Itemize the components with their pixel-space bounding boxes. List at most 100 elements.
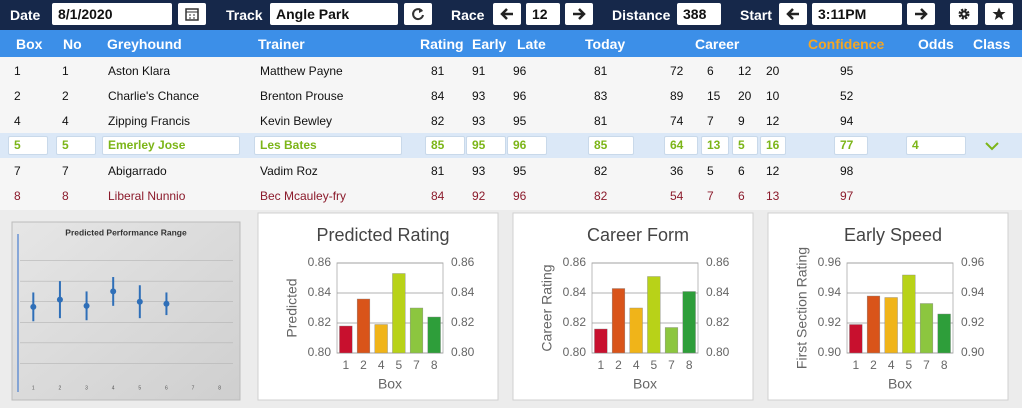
label: Date [10, 7, 41, 23]
refresh-button[interactable] [404, 3, 432, 25]
cell: 84 [431, 189, 445, 203]
cell: 95 [513, 114, 527, 128]
cell: 1 [62, 64, 69, 78]
cell-input[interactable]: 5 [8, 136, 48, 155]
x-tick-label: 8 [431, 358, 438, 372]
bar [866, 295, 881, 354]
cell: 7 [707, 189, 714, 203]
race-input[interactable]: 12 [526, 3, 560, 25]
cell: 81 [431, 164, 445, 178]
cell: 7 [707, 114, 714, 128]
x-tick-label: 1 [32, 385, 35, 391]
cell-input[interactable]: 4 [906, 136, 966, 155]
bar [629, 307, 643, 354]
y-axis-label: Career Rating [539, 264, 555, 351]
y2-tick-label: 0.80 [706, 345, 730, 359]
bar [884, 297, 898, 354]
x-tick-label: 8 [941, 358, 948, 372]
cell: 83 [594, 89, 608, 103]
y-axis-label: First Section Rating [794, 247, 810, 369]
cell: 54 [670, 189, 684, 203]
cell: 93 [472, 114, 486, 128]
bar [937, 313, 951, 354]
cell-input[interactable]: 96 [507, 136, 547, 155]
track-input[interactable]: Angle Park [270, 3, 398, 25]
x-tick-label: 4 [378, 358, 385, 372]
x-tick-label: 3 [85, 385, 88, 391]
cell-input[interactable]: 5 [732, 136, 758, 155]
cell: 82 [594, 164, 608, 178]
x-tick-label: 5 [138, 385, 141, 391]
bar [409, 307, 424, 354]
x-axis-label: Box [378, 376, 402, 392]
cell-input[interactable]: 16 [760, 136, 786, 155]
cell: 15 [707, 89, 721, 103]
toolbar: Date 8/1/2020 Track Angle Park Race 12 D… [0, 0, 1022, 30]
cell: 6 [738, 189, 745, 203]
chart-title: Predicted Rating [316, 225, 449, 245]
column-header: Rating [420, 36, 464, 52]
start-input[interactable]: 3:11PM [812, 3, 902, 25]
prev-race-button[interactable] [493, 3, 521, 25]
class-dropdown[interactable] [984, 141, 1000, 151]
point [30, 303, 37, 310]
bar [919, 303, 934, 354]
cell: 1 [14, 64, 21, 78]
chart-title: Early Speed [844, 225, 942, 245]
date-input[interactable]: 8/1/2020 [52, 3, 172, 25]
y2-tick-label: 0.96 [961, 255, 985, 269]
table-header [0, 30, 1022, 57]
cell-input[interactable]: 13 [701, 136, 729, 155]
favorite-button[interactable] [985, 3, 1013, 25]
settings-button[interactable] [950, 3, 978, 25]
x-tick-label: 7 [668, 358, 675, 372]
distance-input[interactable]: 388 [677, 3, 721, 25]
bar [339, 325, 353, 354]
next-race-button[interactable] [565, 3, 593, 25]
cell: 52 [840, 89, 854, 103]
y-axis-label: Predicted [284, 278, 300, 337]
cell: Brenton Prouse [260, 89, 344, 103]
column-header: Late [517, 36, 546, 52]
cell-input[interactable]: 64 [664, 136, 698, 155]
cell: 4 [62, 114, 69, 128]
cell: 9 [738, 114, 745, 128]
cell-input[interactable]: 5 [56, 136, 96, 155]
cell-input[interactable]: 85 [588, 136, 634, 155]
y2-tick-label: 0.84 [451, 285, 475, 299]
cell: 93 [472, 89, 486, 103]
cell: 89 [670, 89, 684, 103]
cell: 5 [707, 164, 714, 178]
chart-title: Predicted Performance Range [65, 227, 187, 237]
x-tick-label: 1 [597, 358, 604, 372]
x-tick-label: 2 [615, 358, 622, 372]
cell: Bec Mcauley-fry [260, 189, 347, 203]
point [163, 300, 170, 307]
cell: Liberal Nunnio [108, 189, 186, 203]
calendar-button[interactable] [178, 3, 206, 25]
x-tick-label: 4 [888, 358, 895, 372]
prev-start-button[interactable] [779, 3, 807, 25]
cell: 81 [431, 64, 445, 78]
cell: 4 [14, 114, 21, 128]
next-start-button[interactable] [907, 3, 935, 25]
cell-input[interactable]: Les Bates [254, 136, 402, 155]
bar [594, 328, 608, 354]
x-tick-label: 5 [650, 358, 657, 372]
cell-input[interactable]: 85 [425, 136, 465, 155]
cell-input[interactable]: 77 [834, 136, 868, 155]
cell-input[interactable]: Emerley Jose [102, 136, 240, 155]
x-tick-label: 7 [923, 358, 930, 372]
y2-tick-label: 0.86 [706, 255, 730, 269]
y-tick-label: 0.84 [308, 285, 332, 299]
y2-tick-label: 0.84 [706, 285, 730, 299]
column-header: Box [16, 36, 43, 52]
label: Track [226, 7, 263, 23]
cell: 82 [431, 114, 445, 128]
y-tick-label: 0.86 [308, 255, 332, 269]
cell: 2 [14, 89, 21, 103]
cell: 74 [670, 114, 684, 128]
cell-input[interactable]: 95 [466, 136, 506, 155]
